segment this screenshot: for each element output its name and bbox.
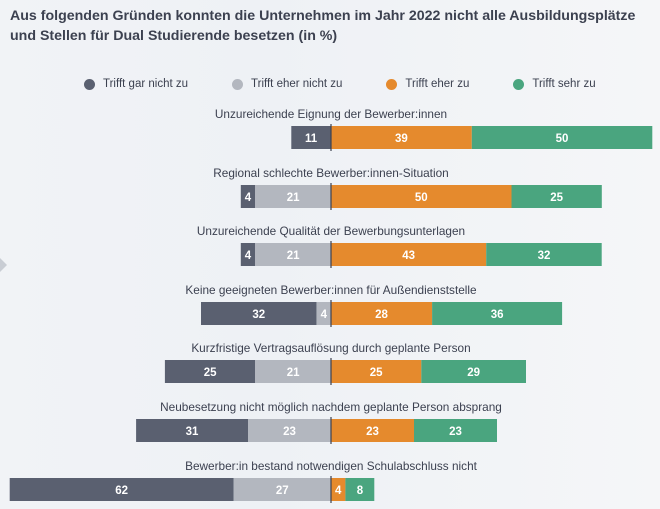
data-label: 21: [287, 367, 300, 379]
legend-label: Trifft eher zu: [405, 78, 470, 90]
legend-swatch: [232, 78, 244, 90]
legend-label: Trifft gar nicht zu: [103, 78, 189, 90]
data-label: 21: [287, 250, 300, 262]
legend-swatch: [513, 78, 525, 90]
bar-segment-trifft-gar-nicht-zu: [201, 302, 317, 325]
bar-row: Unzureichende Qualität der Bewerbungsunt…: [197, 224, 602, 268]
legend-item-trifft-eher-zu: Trifft eher zu: [386, 78, 469, 90]
bar-segment-trifft-gar-nicht-zu: [291, 126, 331, 149]
data-label: 32: [252, 309, 265, 321]
data-label: 36: [491, 309, 504, 321]
category-label: Keine geeigneten Bewerber:innen für Auße…: [185, 283, 477, 297]
data-label: 4: [321, 309, 328, 321]
bar-segment-trifft-gar-nicht-zu: [9, 478, 234, 501]
bar-segment-trifft-sehr-zu: [432, 302, 563, 325]
data-label: 25: [550, 192, 563, 204]
legend-item-trifft-gar-nicht-zu: Trifft gar nicht zu: [84, 78, 188, 90]
legend-item-trifft-sehr-zu: Trifft sehr zu: [513, 78, 596, 90]
bar-segment-trifft-gar-nicht-zu: [164, 360, 256, 383]
bar-segment-trifft-eher-nicht-zu: [248, 419, 331, 442]
category-label: Unzureichende Eignung der Bewerber:innen: [215, 107, 447, 121]
bar-segment-trifft-eher-zu: [331, 185, 512, 208]
bar-segment-trifft-gar-nicht-zu: [136, 419, 248, 442]
legend-swatch: [386, 78, 398, 90]
bar-row: Keine geeigneten Bewerber:innen für Auße…: [185, 283, 563, 327]
bar-segment-trifft-gar-nicht-zu: [240, 185, 256, 208]
data-label: 28: [375, 309, 388, 321]
bar-segment-trifft-eher-nicht-zu: [316, 302, 331, 325]
bar-row: Kurzfristige Vertragsauflösung durch gep…: [164, 341, 526, 385]
bar-segment-trifft-sehr-zu: [345, 478, 375, 501]
data-label: 25: [204, 367, 217, 379]
data-label: 29: [467, 367, 480, 379]
bar-segment-trifft-sehr-zu: [414, 419, 497, 442]
data-label: 4: [245, 192, 252, 204]
data-label: 31: [186, 426, 199, 438]
bar-row: Unzureichende Eignung der Bewerber:innen…: [215, 107, 653, 151]
category-label: Unzureichende Qualität der Bewerbungsunt…: [197, 224, 465, 238]
category-label: Neubesetzung nicht möglich nachdem gepla…: [160, 400, 502, 414]
bar-row: Neubesetzung nicht möglich nachdem gepla…: [136, 400, 502, 444]
bar-segment-trifft-eher-zu: [331, 126, 472, 149]
bar-row: Regional schlechte Bewerber:innen-Situat…: [213, 166, 602, 210]
data-label: 50: [415, 192, 428, 204]
bar-segment-trifft-eher-zu: [331, 360, 422, 383]
bar-segment-trifft-gar-nicht-zu: [240, 243, 256, 266]
bar-segment-trifft-eher-nicht-zu: [255, 185, 331, 208]
legend-label: Trifft eher nicht zu: [251, 78, 343, 90]
data-label: 21: [287, 192, 300, 204]
category-label: Bewerber:in bestand notwendigen Schulabs…: [185, 459, 478, 473]
data-label: 23: [283, 426, 296, 438]
bar-segment-trifft-eher-zu: [331, 243, 487, 266]
data-label: 11: [305, 133, 318, 145]
data-label: 4: [245, 250, 252, 262]
data-label: 8: [357, 485, 364, 497]
legend: Trifft gar nicht zu Trifft eher nicht zu…: [84, 76, 640, 92]
chart-title: Aus folgenden Gründen konnten die Untern…: [10, 8, 636, 44]
bar-segment-trifft-sehr-zu: [511, 185, 602, 208]
bar-segment-trifft-sehr-zu: [471, 126, 653, 149]
data-label: 32: [538, 250, 551, 262]
category-label: Kurzfristige Vertragsauflösung durch gep…: [191, 341, 470, 355]
bar-segment-trifft-eher-zu: [331, 419, 414, 442]
bar-segment-trifft-eher-nicht-zu: [255, 243, 331, 266]
data-label: 62: [115, 485, 128, 497]
bar-segment-trifft-sehr-zu: [486, 243, 602, 266]
bar-segment-trifft-eher-nicht-zu: [255, 360, 331, 383]
bar-segment-trifft-eher-zu: [331, 302, 433, 325]
bar-row: Bewerber:in bestand notwendigen Schulabs…: [9, 459, 478, 503]
data-label: 27: [276, 485, 289, 497]
side-arrow-marker: [0, 258, 7, 272]
data-label: 43: [402, 250, 415, 262]
legend-item-trifft-eher-nicht-zu: Trifft eher nicht zu: [232, 78, 342, 90]
data-label: 23: [449, 426, 462, 438]
bar-segment-trifft-eher-nicht-zu: [233, 478, 331, 501]
category-label: Regional schlechte Bewerber:innen-Situat…: [213, 166, 448, 180]
data-label: 39: [395, 133, 408, 145]
data-label: 25: [370, 367, 383, 379]
legend-swatch: [84, 78, 95, 90]
legend-label: Trifft sehr zu: [532, 78, 596, 90]
data-label: 50: [556, 133, 569, 145]
data-label: 4: [335, 485, 342, 497]
data-label: 23: [366, 426, 379, 438]
bar-segment-trifft-sehr-zu: [421, 360, 526, 383]
bar-segment-trifft-eher-zu: [331, 478, 346, 501]
